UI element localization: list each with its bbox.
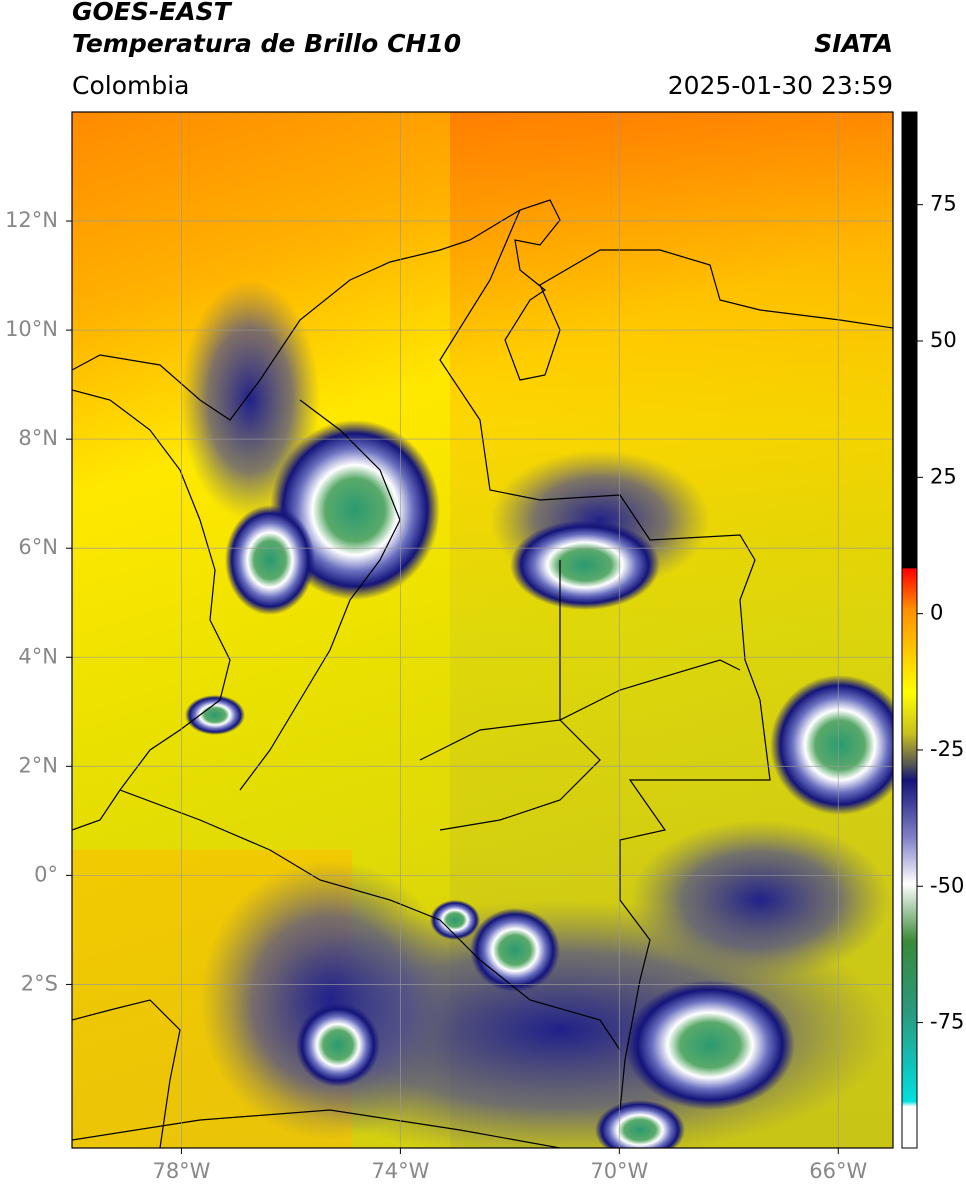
- grid: [72, 112, 893, 1148]
- map-frame: [71, 111, 894, 1149]
- y-tick-label: 12°N: [5, 208, 58, 232]
- x-tick-label: 78°W: [152, 1159, 210, 1183]
- y-tick-label: 0°: [34, 862, 58, 886]
- title: GOES-EAST: [72, 0, 233, 26]
- colorbar: [901, 111, 918, 1149]
- satellite-image: [72, 112, 893, 1148]
- colorbar-tick-label: 50: [930, 328, 957, 352]
- colorbar-tick-label: -25: [930, 737, 964, 761]
- y-tick-label: 6°N: [18, 535, 58, 559]
- y-tick-label: 2°S: [21, 971, 58, 995]
- x-tick-label: 74°W: [371, 1159, 429, 1183]
- y-tick-label: 10°N: [5, 317, 58, 341]
- colorbar-tick-label: -50: [930, 873, 964, 897]
- y-tick-label: 2°N: [18, 753, 58, 777]
- colorbar-tick-label: 25: [930, 464, 957, 488]
- x-tick-label: 66°W: [809, 1159, 867, 1183]
- region: Colombia: [72, 71, 189, 100]
- source: SIATA: [814, 29, 893, 58]
- y-tick-label: 8°N: [18, 426, 58, 450]
- colorbar-tick-label: 0: [930, 601, 943, 625]
- colorbar-tick-label: 75: [930, 192, 957, 216]
- y-tick-label: 4°N: [18, 644, 58, 668]
- colorbar-tick-label: -75: [930, 1010, 964, 1034]
- subtitle: Temperatura de Brillo CH10: [72, 29, 461, 58]
- datetime: 2025-01-30 23:59: [668, 71, 893, 100]
- x-tick-label: 70°W: [590, 1159, 648, 1183]
